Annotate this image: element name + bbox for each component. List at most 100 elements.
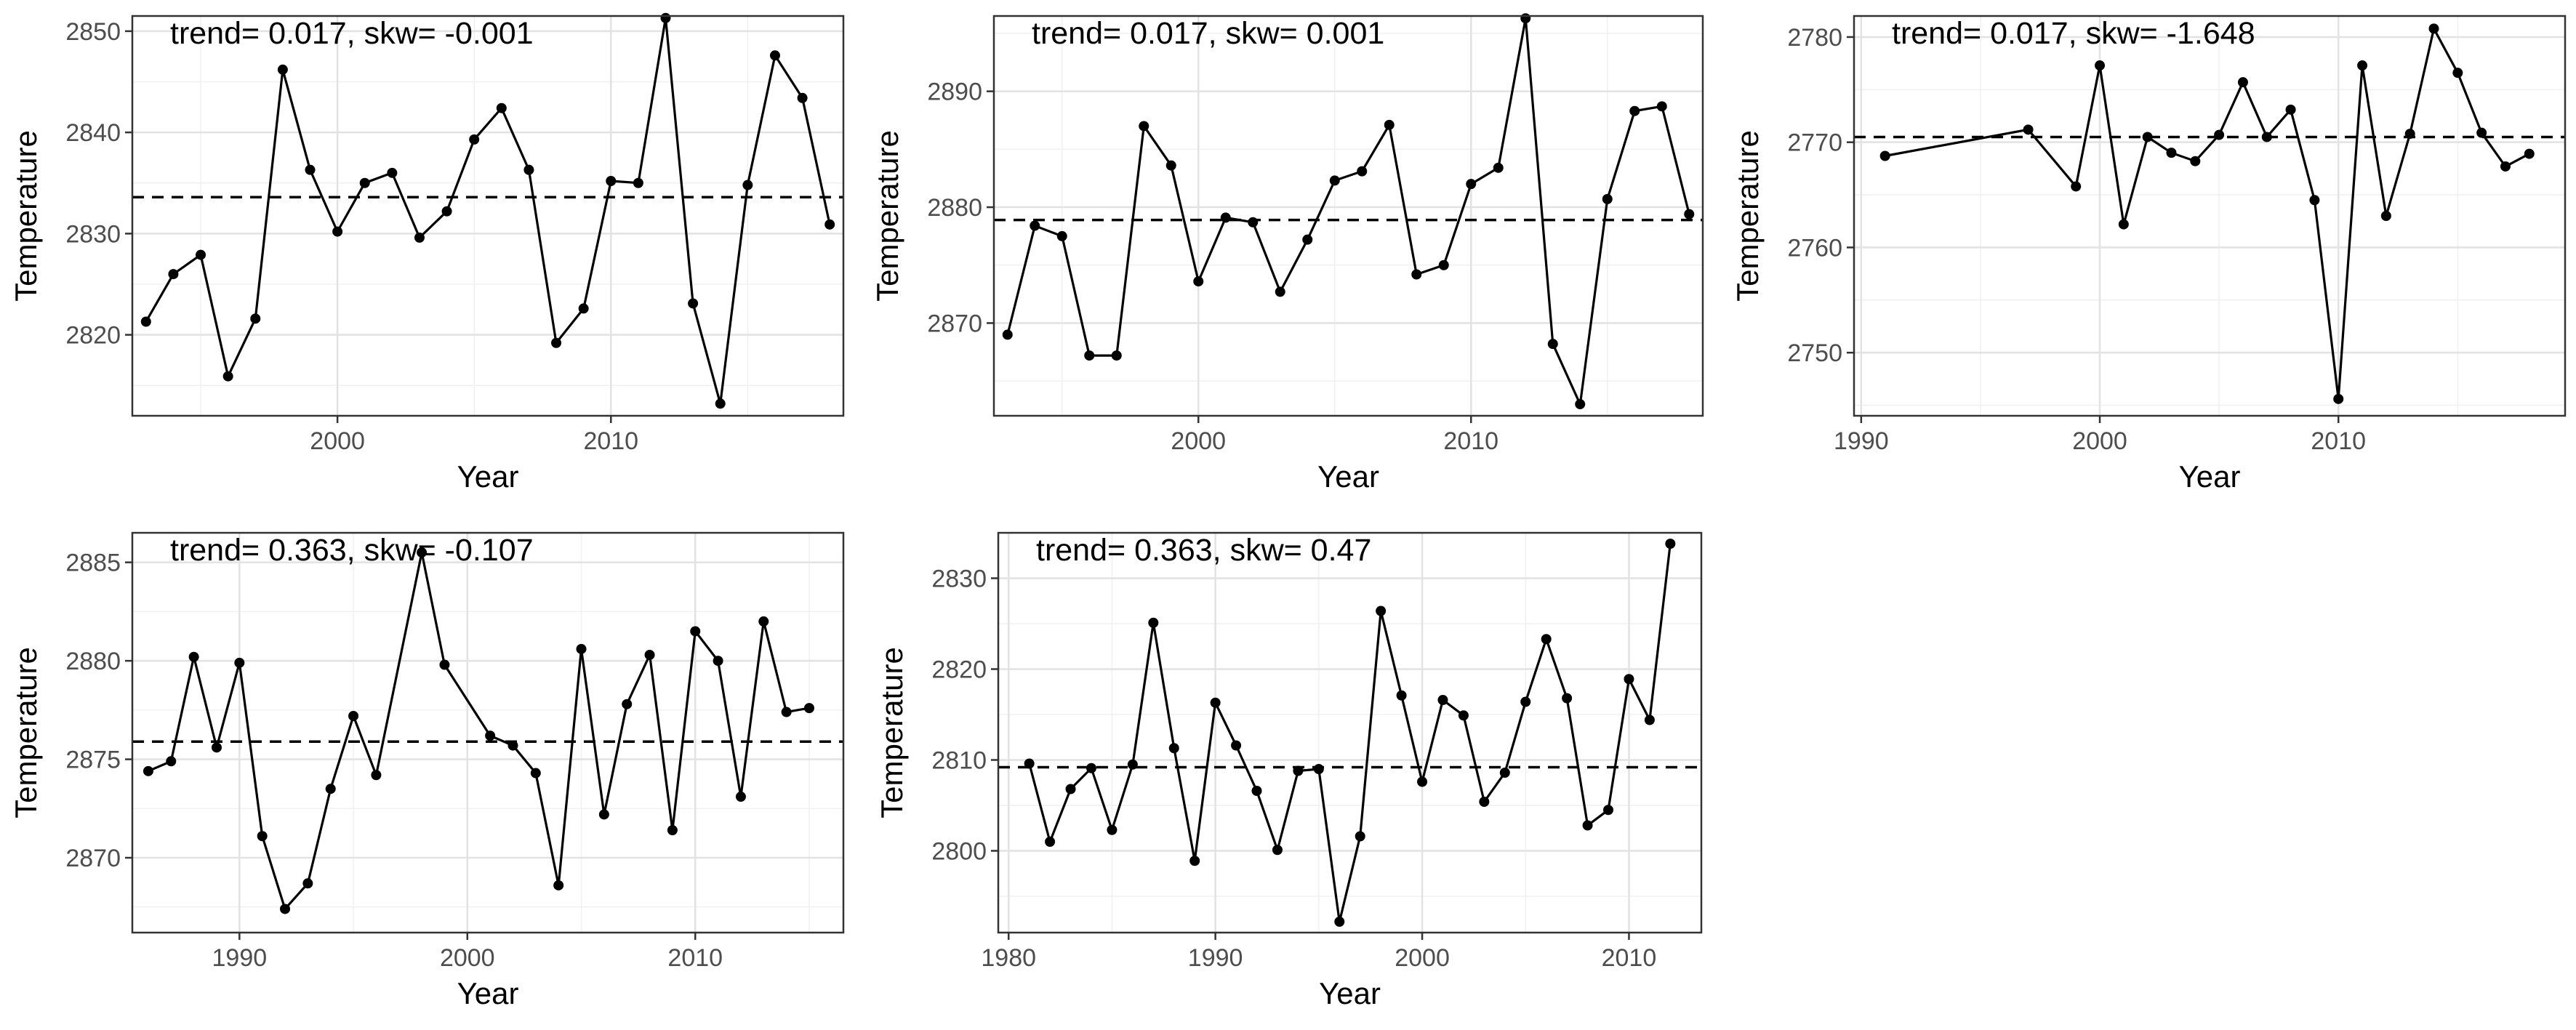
x-tick-label: 2000 — [1171, 427, 1226, 455]
data-point — [2166, 148, 2177, 158]
series-line — [1006, 17, 1690, 409]
data-point — [2524, 148, 2535, 159]
data-point — [1111, 350, 1122, 361]
data-point — [280, 904, 291, 914]
data-point — [1065, 784, 1076, 794]
data-point — [1466, 179, 1477, 190]
data-point — [1056, 230, 1067, 241]
y-tick-label: 2830 — [931, 566, 987, 593]
data-point — [551, 337, 562, 348]
chart-panel-1: 2000 2010 2820 2830 2840 2850 Year Temperature t… — [9, 12, 845, 494]
data-point — [715, 398, 726, 409]
chart-panel-5: 1980 1990 2000 2010 2800 2810 2820 2830 Year Temp… — [875, 531, 1703, 1010]
data-point — [1086, 763, 1096, 773]
data-point — [1520, 13, 1531, 24]
data-point — [576, 643, 587, 654]
data-point — [1030, 220, 1040, 231]
data-point — [769, 50, 780, 61]
data-point — [667, 825, 678, 836]
data-point — [348, 710, 359, 721]
data-point — [188, 651, 199, 662]
data-point — [2452, 68, 2463, 79]
panel-border — [997, 531, 1703, 934]
series-line — [1028, 543, 1672, 922]
data-point — [1107, 824, 1118, 835]
data-point — [2142, 132, 2153, 142]
data-point — [371, 770, 382, 781]
data-point — [742, 180, 753, 190]
data-point — [1357, 166, 1368, 177]
data-point — [417, 547, 428, 558]
data-point — [1355, 831, 1365, 842]
x-tick-label: 2010 — [1602, 944, 1657, 972]
data-point — [1168, 743, 1179, 754]
data-point — [234, 657, 245, 668]
panel-border — [992, 15, 1704, 417]
data-point — [1624, 674, 1634, 685]
data-point — [1384, 119, 1395, 130]
data-point — [2309, 195, 2320, 206]
y-tick-label: 2880 — [65, 648, 121, 675]
x-axis-title: Year — [457, 459, 519, 494]
data-point — [387, 167, 398, 178]
y-axis-title: Temperature — [1730, 130, 1765, 302]
y-tick-label: 2770 — [1787, 129, 1842, 157]
data-point — [1293, 765, 1304, 776]
data-point — [803, 703, 814, 714]
stats-annotation: trend= 0.017, skw= 0.001 — [1032, 16, 1384, 51]
y-axis-title: Temperature — [9, 647, 43, 818]
y-axis-title: Temperature — [875, 647, 909, 818]
data-point — [622, 699, 633, 709]
data-point — [1656, 101, 1667, 112]
data-point — [1665, 539, 1676, 549]
data-point — [1582, 820, 1593, 831]
data-point — [2261, 132, 2272, 142]
y-tick-label: 2840 — [65, 119, 121, 147]
data-point — [758, 616, 769, 627]
x-tick-label: 2000 — [1395, 944, 1450, 972]
series-line — [148, 552, 810, 912]
data-point — [1602, 193, 1613, 204]
panel-border — [131, 531, 845, 934]
data-point — [1045, 837, 1056, 847]
x-axis-title: Year — [1317, 459, 1379, 494]
stats-annotation: trend= 0.017, skw= -1.648 — [1892, 16, 2255, 51]
data-point — [2357, 60, 2368, 71]
x-tick-label: 2010 — [2311, 427, 2366, 455]
data-point — [1248, 217, 1259, 228]
data-point — [1024, 758, 1035, 769]
data-point — [713, 656, 723, 667]
data-point — [469, 134, 480, 145]
x-tick-label: 1980 — [981, 944, 1036, 972]
data-point — [305, 164, 316, 175]
data-point — [2023, 124, 2034, 135]
x-tick-label: 1990 — [1834, 427, 1889, 455]
y-tick-label: 2800 — [931, 838, 987, 866]
data-point — [1458, 710, 1469, 721]
data-point — [211, 742, 222, 753]
data-point — [1438, 259, 1449, 270]
data-point — [168, 269, 179, 280]
data-point — [2333, 393, 2344, 404]
data-point — [1437, 695, 1448, 705]
plot-background — [994, 16, 1703, 416]
data-point — [1396, 690, 1407, 701]
data-point — [2237, 77, 2248, 88]
data-point — [325, 784, 336, 794]
data-point — [1411, 269, 1422, 280]
y-tick-label: 2880 — [927, 194, 982, 222]
y-axis-title: Temperature — [9, 130, 43, 302]
data-point — [1148, 617, 1159, 628]
data-point — [688, 298, 699, 309]
data-point — [1644, 715, 1655, 725]
data-point — [1193, 276, 1204, 287]
data-point — [1139, 121, 1149, 132]
data-point — [257, 831, 268, 842]
y-tick-label: 2850 — [65, 18, 121, 46]
plot-background — [132, 16, 843, 416]
plot-background — [998, 533, 1701, 933]
x-axis-title: Year — [1319, 976, 1381, 1010]
y-tick-label: 2780 — [1787, 24, 1842, 52]
y-tick-label: 2870 — [65, 845, 121, 872]
